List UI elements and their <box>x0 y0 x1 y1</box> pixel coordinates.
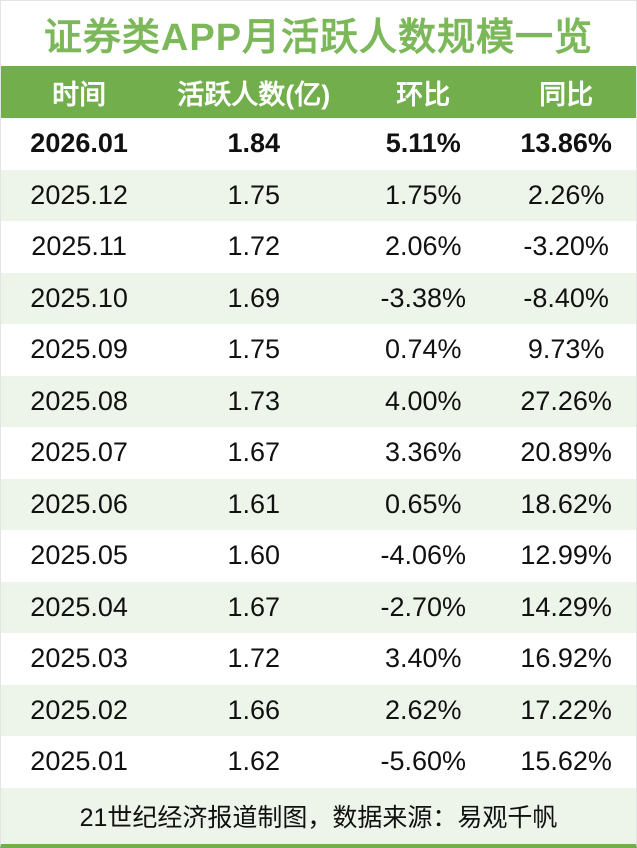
cell-active-users: 1.66 <box>227 694 280 725</box>
cell-active-users: 1.73 <box>227 385 280 416</box>
cell-mom: 5.11% <box>385 128 461 159</box>
cell-yoy: 2.26% <box>527 179 605 210</box>
cell-time: 2025.01 <box>30 746 128 777</box>
table-row: 2025.05 1.60 -4.06% 12.99% <box>1 530 636 582</box>
header-yoy: 同比 <box>496 66 636 118</box>
table-row: 2025.09 1.75 0.74% 9.73% <box>1 324 636 376</box>
source-note: 21世纪经济报道制图，数据来源：易观千帆 <box>1 787 636 844</box>
cell-active-users: 1.72 <box>227 231 280 262</box>
table-row: 2025.03 1.72 3.40% 16.92% <box>1 633 636 685</box>
table-row: 2025.11 1.72 2.06% -3.20% <box>1 221 636 273</box>
cell-yoy: 12.99% <box>520 540 612 571</box>
cell-mom: -2.70% <box>380 591 467 622</box>
cell-active-users: 1.72 <box>227 643 280 674</box>
header-mom: 环比 <box>350 66 497 118</box>
cell-time: 2025.05 <box>30 540 128 571</box>
cell-yoy: 16.92% <box>520 643 612 674</box>
cell-mom: -3.38% <box>380 282 467 313</box>
table-row: 2025.08 1.73 4.00% 27.26% <box>1 375 636 427</box>
cell-yoy: 27.26% <box>520 385 612 416</box>
header-active-users: 活跃人数(亿) <box>157 66 351 118</box>
page-title: 证券类APP月活跃人数规模一览 <box>43 17 594 59</box>
cell-yoy: 20.89% <box>520 437 612 468</box>
table-row: 2025.10 1.69 -3.38% -8.40% <box>1 272 636 324</box>
cell-mom: 2.06% <box>384 231 462 262</box>
cell-time: 2025.04 <box>30 591 128 622</box>
table-row: 2025.04 1.67 -2.70% 14.29% <box>1 581 636 633</box>
table-row: 2025.01 1.62 -5.60% 15.62% <box>1 736 636 788</box>
cell-active-users: 1.62 <box>227 746 280 777</box>
cell-time: 2026.01 <box>30 128 128 159</box>
cell-time: 2025.07 <box>30 437 128 468</box>
cell-mom: -5.60% <box>380 746 467 777</box>
cell-active-users: 1.75 <box>227 179 280 210</box>
table-row: 2025.12 1.75 1.75% 2.26% <box>1 169 636 221</box>
cell-time: 2025.11 <box>31 231 127 262</box>
cell-mom: 3.40% <box>384 643 462 674</box>
cell-active-users: 1.84 <box>227 128 280 159</box>
table-row: 2025.06 1.61 0.65% 18.62% <box>1 478 636 530</box>
header-row: 时间 活跃人数(亿) 环比 同比 <box>1 66 636 118</box>
cell-time: 2025.06 <box>30 488 128 519</box>
cell-yoy: -8.40% <box>523 282 609 313</box>
cell-active-users: 1.69 <box>227 282 280 313</box>
cell-mom: 2.62% <box>384 694 462 725</box>
cell-yoy: 9.73% <box>527 334 605 365</box>
cell-mom: 0.65% <box>384 488 462 519</box>
header-time: 时间 <box>1 66 158 118</box>
table-row: 2025.02 1.66 2.62% 17.22% <box>1 684 636 736</box>
cell-time: 2025.03 <box>30 643 128 674</box>
cell-yoy: -3.20% <box>523 231 609 262</box>
cell-yoy: 15.62% <box>520 746 612 777</box>
cell-time: 2025.09 <box>30 334 128 365</box>
cell-active-users: 1.67 <box>227 591 280 622</box>
cell-time: 2025.08 <box>30 385 128 416</box>
table-row: 2025.07 1.67 3.36% 20.89% <box>1 427 636 479</box>
cell-yoy: 13.86% <box>520 128 612 159</box>
cell-active-users: 1.67 <box>227 437 280 468</box>
cell-mom: 0.74% <box>384 334 462 365</box>
cell-active-users: 1.60 <box>227 540 280 571</box>
cell-active-users: 1.75 <box>227 334 280 365</box>
cell-mom: 4.00% <box>384 385 462 416</box>
cell-mom: -4.06% <box>380 540 467 571</box>
cell-time: 2025.12 <box>30 179 128 210</box>
table-row: 2026.01 1.84 5.11% 13.86% <box>1 118 636 170</box>
cell-yoy: 17.22% <box>520 694 612 725</box>
cell-active-users: 1.61 <box>227 488 280 519</box>
cell-yoy: 14.29% <box>520 591 612 622</box>
table-header: 时间 活跃人数(亿) 环比 同比 <box>1 66 636 118</box>
cell-mom: 3.36% <box>384 437 462 468</box>
cell-mom: 1.75% <box>384 179 462 210</box>
table-body: 2026.01 1.84 5.11% 13.86% 2025.12 1.75 1.75% 2.… <box>1 118 636 788</box>
cell-time: 2025.10 <box>30 282 128 313</box>
cell-time: 2025.02 <box>30 694 128 725</box>
cell-yoy: 18.62% <box>520 488 612 519</box>
data-table: 时间 活跃人数(亿) 环比 同比 2026.01 1.84 5.11% 13.86% 2… <box>1 66 636 788</box>
